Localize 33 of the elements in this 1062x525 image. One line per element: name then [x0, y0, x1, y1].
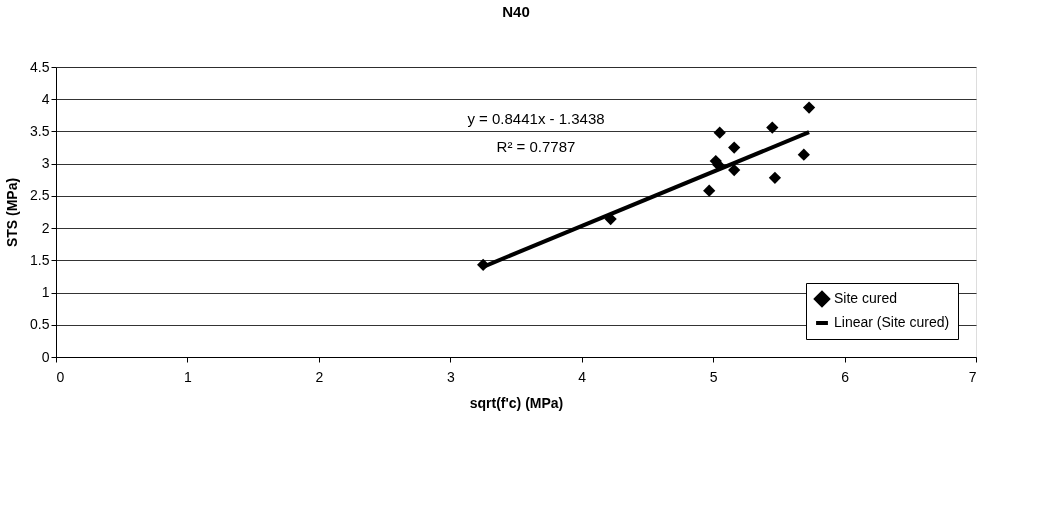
y-tick-label: 3	[41, 155, 50, 172]
point	[728, 163, 741, 177]
x-tick-label: 6	[841, 368, 850, 385]
y-tick-label: 2	[41, 219, 50, 236]
x-axis-title: sqrt(f'c) (MPa)	[469, 394, 564, 411]
y-tick-label: 1	[41, 284, 50, 301]
y-tick-label: 4	[41, 90, 50, 107]
legend-label: Site cured	[834, 290, 898, 306]
x-tick-label: 0	[56, 368, 65, 385]
y-tick-label: 0	[41, 348, 50, 365]
point	[713, 126, 726, 139]
y-tick-label: 4.5	[30, 58, 50, 75]
annotation: y = 0.8441x - 1.3438	[467, 110, 605, 127]
x-tick-label: 7	[968, 368, 977, 385]
point	[728, 141, 741, 154]
annotation: R² = 0.7787	[496, 138, 576, 155]
point	[766, 121, 779, 134]
point	[797, 148, 810, 161]
y-tick-label: 3.5	[30, 122, 50, 139]
y-tick-label: 2.5	[30, 187, 50, 204]
point	[703, 184, 716, 197]
x-tick-label: 2	[315, 368, 324, 385]
point	[802, 101, 816, 114]
x-tick-label: 4	[578, 368, 587, 385]
legend-label: Linear (Site cured)	[834, 314, 950, 330]
x-tick-label: 1	[184, 368, 193, 385]
y-tick-label: 0.5	[30, 316, 50, 333]
x-tick-label: 5	[709, 368, 718, 385]
y-axis-title: STS (MPa)	[4, 177, 21, 248]
y-tick-label: 1.5	[30, 251, 50, 268]
chart-title: N40	[502, 3, 530, 20]
x-tick-label: 3	[446, 368, 455, 385]
point	[768, 171, 782, 184]
